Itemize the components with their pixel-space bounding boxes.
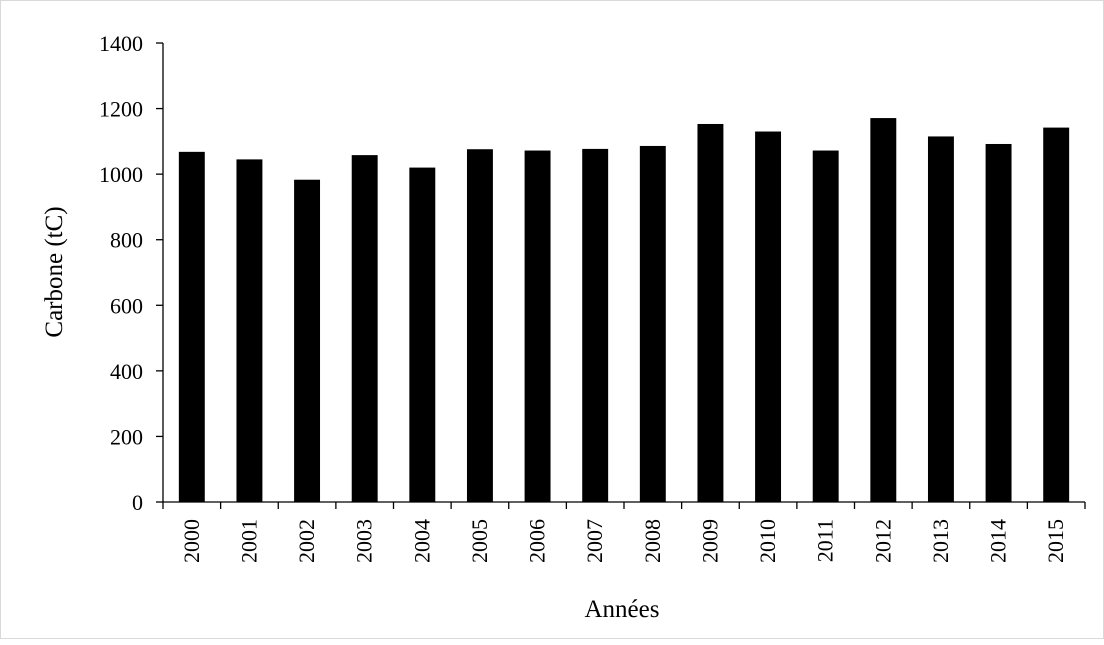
y-axis-title: Carbone (tC) [41, 206, 68, 337]
bar-2014 [985, 143, 1012, 503]
x-tick-label: 2001 [236, 519, 261, 563]
y-tick-label: 1200 [99, 97, 143, 122]
x-tick-label: 2004 [409, 519, 434, 563]
x-tick-label: 2002 [294, 519, 319, 563]
x-tick-label: 2003 [352, 519, 377, 563]
bar-2013 [927, 136, 954, 503]
bar-2002 [294, 179, 321, 502]
bar-2003 [351, 155, 378, 502]
x-axis-title: Années [585, 596, 660, 623]
bar-2004 [409, 167, 436, 503]
bar-2008 [639, 145, 666, 502]
x-tick-label: 2015 [1043, 519, 1068, 563]
y-tick-label: 1400 [99, 31, 143, 56]
y-tick-label: 800 [110, 228, 143, 253]
y-tick-label: 400 [110, 359, 143, 384]
x-tick-label: 2013 [928, 519, 953, 563]
x-tick-label: 2005 [467, 519, 492, 563]
y-tick-label: 1000 [99, 162, 143, 187]
bar-2011 [812, 150, 839, 502]
x-axis: 2000 2001 2002 2003 2004 2005 2006 2007 2008 2009… [162, 501, 1086, 563]
x-tick-label: 2010 [755, 519, 780, 563]
bars [178, 118, 1070, 503]
bar-2001 [236, 159, 263, 502]
x-tick-label: 2000 [179, 519, 204, 563]
x-tick-label: 2011 [813, 519, 838, 562]
y-axis: 0 200 400 600 800 1000 1200 1400 [99, 31, 164, 515]
x-tick-label: 2007 [582, 519, 607, 563]
bar-2006 [524, 150, 551, 502]
bar-2012 [870, 118, 897, 502]
x-tick-label: 2008 [640, 519, 665, 563]
bar-2000 [178, 151, 205, 502]
x-tick-label: 2012 [870, 519, 895, 563]
bar-2015 [1043, 127, 1070, 502]
y-tick-label: 600 [110, 293, 143, 318]
x-tick-label: 2006 [525, 519, 550, 563]
bar-2010 [755, 131, 782, 502]
bar-2009 [697, 123, 724, 502]
bar-2007 [582, 148, 609, 502]
y-tick-label: 200 [110, 424, 143, 449]
y-tick-label: 0 [132, 490, 143, 515]
x-tick-label: 2009 [697, 519, 722, 563]
x-tick-label: 2014 [986, 519, 1011, 563]
bar-2005 [466, 149, 493, 502]
